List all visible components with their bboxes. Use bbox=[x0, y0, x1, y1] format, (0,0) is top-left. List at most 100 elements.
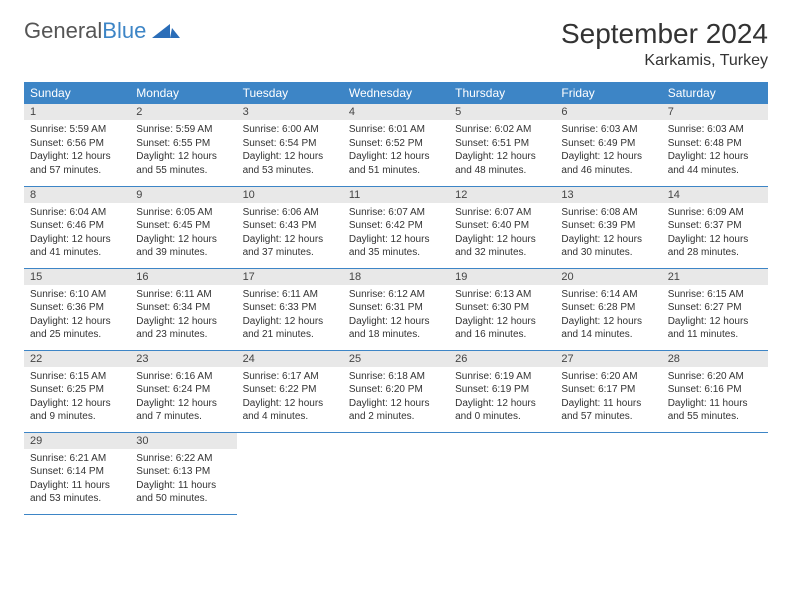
day-content: Sunrise: 6:02 AMSunset: 6:51 PMDaylight:… bbox=[449, 120, 555, 182]
sunset-line: Sunset: 6:48 PM bbox=[668, 137, 762, 151]
day-content: Sunrise: 6:22 AMSunset: 6:13 PMDaylight:… bbox=[130, 449, 236, 511]
calendar-cell: 1Sunrise: 5:59 AMSunset: 6:56 PMDaylight… bbox=[24, 104, 130, 186]
sunrise-line: Sunrise: 6:14 AM bbox=[561, 288, 655, 302]
day-content: Sunrise: 6:11 AMSunset: 6:34 PMDaylight:… bbox=[130, 285, 236, 347]
day-content: Sunrise: 6:07 AMSunset: 6:40 PMDaylight:… bbox=[449, 203, 555, 265]
day-content: Sunrise: 6:00 AMSunset: 6:54 PMDaylight:… bbox=[237, 120, 343, 182]
daylight-line: Daylight: 12 hours and 7 minutes. bbox=[136, 397, 230, 424]
sunset-line: Sunset: 6:20 PM bbox=[349, 383, 443, 397]
calendar-cell: 22Sunrise: 6:15 AMSunset: 6:25 PMDayligh… bbox=[24, 350, 130, 432]
daylight-line: Daylight: 12 hours and 11 minutes. bbox=[668, 315, 762, 342]
day-content: Sunrise: 6:19 AMSunset: 6:19 PMDaylight:… bbox=[449, 367, 555, 429]
daylight-line: Daylight: 12 hours and 53 minutes. bbox=[243, 150, 337, 177]
sunset-line: Sunset: 6:37 PM bbox=[668, 219, 762, 233]
day-number: 3 bbox=[237, 104, 343, 120]
sunset-line: Sunset: 6:51 PM bbox=[455, 137, 549, 151]
sunrise-line: Sunrise: 6:16 AM bbox=[136, 370, 230, 384]
sunrise-line: Sunrise: 6:10 AM bbox=[30, 288, 124, 302]
day-number: 28 bbox=[662, 351, 768, 367]
day-content: Sunrise: 6:13 AMSunset: 6:30 PMDaylight:… bbox=[449, 285, 555, 347]
sunset-line: Sunset: 6:22 PM bbox=[243, 383, 337, 397]
daylight-line: Daylight: 12 hours and 23 minutes. bbox=[136, 315, 230, 342]
sunset-line: Sunset: 6:39 PM bbox=[561, 219, 655, 233]
daylight-line: Daylight: 12 hours and 48 minutes. bbox=[455, 150, 549, 177]
daylight-line: Daylight: 12 hours and 9 minutes. bbox=[30, 397, 124, 424]
sunrise-line: Sunrise: 6:08 AM bbox=[561, 206, 655, 220]
daylight-line: Daylight: 12 hours and 46 minutes. bbox=[561, 150, 655, 177]
day-number: 4 bbox=[343, 104, 449, 120]
day-number: 9 bbox=[130, 187, 236, 203]
day-number: 24 bbox=[237, 351, 343, 367]
sunset-line: Sunset: 6:40 PM bbox=[455, 219, 549, 233]
day-number: 26 bbox=[449, 351, 555, 367]
calendar-cell: 8Sunrise: 6:04 AMSunset: 6:46 PMDaylight… bbox=[24, 186, 130, 268]
sunset-line: Sunset: 6:24 PM bbox=[136, 383, 230, 397]
sunrise-line: Sunrise: 6:13 AM bbox=[455, 288, 549, 302]
calendar-row: 22Sunrise: 6:15 AMSunset: 6:25 PMDayligh… bbox=[24, 350, 768, 432]
sunrise-line: Sunrise: 6:07 AM bbox=[455, 206, 549, 220]
sunset-line: Sunset: 6:30 PM bbox=[455, 301, 549, 315]
calendar-cell: 19Sunrise: 6:13 AMSunset: 6:30 PMDayligh… bbox=[449, 268, 555, 350]
sunset-line: Sunset: 6:36 PM bbox=[30, 301, 124, 315]
calendar-cell: 23Sunrise: 6:16 AMSunset: 6:24 PMDayligh… bbox=[130, 350, 236, 432]
calendar-cell: 17Sunrise: 6:11 AMSunset: 6:33 PMDayligh… bbox=[237, 268, 343, 350]
sunset-line: Sunset: 6:19 PM bbox=[455, 383, 549, 397]
calendar-row: 15Sunrise: 6:10 AMSunset: 6:36 PMDayligh… bbox=[24, 268, 768, 350]
sunset-line: Sunset: 6:49 PM bbox=[561, 137, 655, 151]
day-content: Sunrise: 6:08 AMSunset: 6:39 PMDaylight:… bbox=[555, 203, 661, 265]
day-number: 8 bbox=[24, 187, 130, 203]
day-number: 11 bbox=[343, 187, 449, 203]
sunrise-line: Sunrise: 6:22 AM bbox=[136, 452, 230, 466]
sunset-line: Sunset: 6:13 PM bbox=[136, 465, 230, 479]
sunset-line: Sunset: 6:56 PM bbox=[30, 137, 124, 151]
daylight-line: Daylight: 12 hours and 4 minutes. bbox=[243, 397, 337, 424]
daylight-line: Daylight: 12 hours and 44 minutes. bbox=[668, 150, 762, 177]
brand-name-part1: General bbox=[24, 18, 102, 43]
day-number: 21 bbox=[662, 269, 768, 285]
calendar-cell: 27Sunrise: 6:20 AMSunset: 6:17 PMDayligh… bbox=[555, 350, 661, 432]
sunrise-line: Sunrise: 6:00 AM bbox=[243, 123, 337, 137]
day-content: Sunrise: 6:07 AMSunset: 6:42 PMDaylight:… bbox=[343, 203, 449, 265]
sunrise-line: Sunrise: 5:59 AM bbox=[136, 123, 230, 137]
daylight-line: Daylight: 12 hours and 41 minutes. bbox=[30, 233, 124, 260]
location-label: Karkamis, Turkey bbox=[561, 52, 768, 70]
day-number: 16 bbox=[130, 269, 236, 285]
day-content: Sunrise: 6:10 AMSunset: 6:36 PMDaylight:… bbox=[24, 285, 130, 347]
calendar-cell bbox=[237, 432, 343, 514]
calendar-cell: 29Sunrise: 6:21 AMSunset: 6:14 PMDayligh… bbox=[24, 432, 130, 514]
day-number: 15 bbox=[24, 269, 130, 285]
daylight-line: Daylight: 12 hours and 32 minutes. bbox=[455, 233, 549, 260]
page-header: GeneralBlue September 2024 Karkamis, Tur… bbox=[24, 18, 768, 70]
calendar-cell: 20Sunrise: 6:14 AMSunset: 6:28 PMDayligh… bbox=[555, 268, 661, 350]
sunrise-line: Sunrise: 6:21 AM bbox=[30, 452, 124, 466]
sunset-line: Sunset: 6:45 PM bbox=[136, 219, 230, 233]
sunrise-line: Sunrise: 6:07 AM bbox=[349, 206, 443, 220]
day-number: 2 bbox=[130, 104, 236, 120]
daylight-line: Daylight: 12 hours and 51 minutes. bbox=[349, 150, 443, 177]
day-content: Sunrise: 6:01 AMSunset: 6:52 PMDaylight:… bbox=[343, 120, 449, 182]
brand-logo: GeneralBlue bbox=[24, 18, 180, 44]
calendar-cell: 25Sunrise: 6:18 AMSunset: 6:20 PMDayligh… bbox=[343, 350, 449, 432]
calendar-cell: 18Sunrise: 6:12 AMSunset: 6:31 PMDayligh… bbox=[343, 268, 449, 350]
sunrise-line: Sunrise: 6:04 AM bbox=[30, 206, 124, 220]
day-number: 6 bbox=[555, 104, 661, 120]
day-number: 19 bbox=[449, 269, 555, 285]
sunrise-line: Sunrise: 6:01 AM bbox=[349, 123, 443, 137]
daylight-line: Daylight: 12 hours and 16 minutes. bbox=[455, 315, 549, 342]
daylight-line: Daylight: 12 hours and 25 minutes. bbox=[30, 315, 124, 342]
day-content: Sunrise: 6:04 AMSunset: 6:46 PMDaylight:… bbox=[24, 203, 130, 265]
sunset-line: Sunset: 6:42 PM bbox=[349, 219, 443, 233]
calendar-cell: 14Sunrise: 6:09 AMSunset: 6:37 PMDayligh… bbox=[662, 186, 768, 268]
daylight-line: Daylight: 12 hours and 2 minutes. bbox=[349, 397, 443, 424]
calendar-cell: 28Sunrise: 6:20 AMSunset: 6:16 PMDayligh… bbox=[662, 350, 768, 432]
sunset-line: Sunset: 6:34 PM bbox=[136, 301, 230, 315]
weekday-header: Tuesday bbox=[237, 82, 343, 104]
daylight-line: Daylight: 12 hours and 28 minutes. bbox=[668, 233, 762, 260]
sunset-line: Sunset: 6:33 PM bbox=[243, 301, 337, 315]
daylight-line: Daylight: 12 hours and 37 minutes. bbox=[243, 233, 337, 260]
calendar-cell bbox=[662, 432, 768, 514]
daylight-line: Daylight: 12 hours and 21 minutes. bbox=[243, 315, 337, 342]
day-number: 27 bbox=[555, 351, 661, 367]
sunset-line: Sunset: 6:55 PM bbox=[136, 137, 230, 151]
weekday-header: Monday bbox=[130, 82, 236, 104]
